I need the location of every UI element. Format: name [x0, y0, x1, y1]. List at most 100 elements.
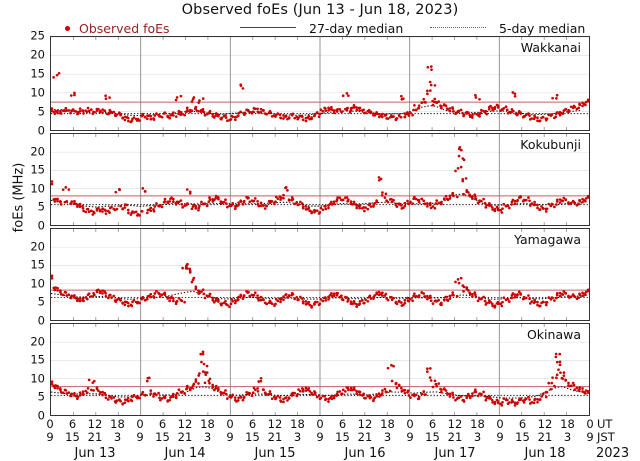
x-tick-ut: 12: [537, 417, 553, 431]
x-tick-ut: 0: [316, 417, 324, 431]
x-tick-jst: 15: [245, 430, 260, 444]
x-tick-jst: 21: [267, 430, 283, 444]
x-tick-jst: 9: [226, 430, 234, 444]
x-axis-day-label: Jun 17: [434, 446, 476, 461]
chart-title: Observed foEs (Jun 13 - Jun 18, 2023): [181, 2, 459, 18]
x-tick-ut: 18: [470, 417, 485, 431]
station-label-kokubunji: Kokubunji: [520, 137, 581, 152]
x-tick-ut: 0: [226, 417, 234, 431]
x-tick-jst: 15: [335, 430, 350, 444]
y-tick-label: 15: [30, 257, 45, 272]
y-tick-label: 10: [30, 371, 45, 386]
x-tick-ut: 18: [560, 417, 575, 431]
station-label-okinawa: Okinawa: [526, 327, 581, 342]
x-tick-ut: 0: [136, 417, 144, 431]
y-tick-label: 5: [37, 389, 45, 404]
x-tick-ut: 6: [68, 417, 77, 431]
x-tick-jst: 21: [87, 430, 103, 444]
x-tick-ut: 12: [87, 417, 103, 431]
y-tick-label: 15: [30, 66, 45, 81]
y-tick-label: 20: [30, 47, 45, 62]
x-tick-jst: 3: [383, 430, 392, 444]
chart-legend: Observed foEs 27-day median 5-day median: [0, 20, 640, 36]
observed-dot-icon: [65, 25, 70, 31]
y-tick-label: 20: [30, 333, 45, 348]
x-tick-jst: 21: [357, 430, 373, 444]
x-tick-ut: 12: [447, 417, 463, 431]
x-tick-ut: 6: [158, 417, 167, 431]
legend-label-median5: 5-day median: [499, 20, 586, 36]
x-axis: UT JST 2023 0 9 6 15 12 21 18 3 0 9 6 15 12 21 18 3 0 9 6 1…: [0, 416, 640, 461]
x-tick-ut: 18: [290, 417, 305, 431]
y-tick-label: 0: [37, 123, 45, 138]
x-tick-ut: 6: [248, 417, 257, 431]
x-tick-ut: 18: [380, 417, 395, 431]
x-axis-unit-ut: UT: [597, 417, 613, 431]
y-tick-label: 15: [30, 162, 45, 177]
x-tick-jst: 3: [293, 430, 302, 444]
x-axis-day-label: Jun 15: [254, 446, 296, 461]
panel-kokubunji: Kokubunji: [50, 133, 590, 226]
legend-item-median27: 27-day median: [240, 20, 403, 36]
x-tick-jst: 9: [46, 430, 54, 444]
x-tick-jst: 3: [563, 430, 572, 444]
legend-item-median5: 5-day median: [430, 20, 585, 36]
y-tick-label: 5: [37, 294, 45, 309]
x-tick-ut: 12: [357, 417, 373, 431]
y-tick-label: 10: [30, 276, 45, 291]
x-tick-jst: 3: [473, 430, 482, 444]
x-tick-ut: 6: [518, 417, 527, 431]
x-axis-day-label: Jun 18: [524, 446, 566, 461]
solid-line-icon: [240, 26, 296, 28]
x-tick-jst: 15: [515, 430, 530, 444]
x-tick-ut: 12: [267, 417, 283, 431]
x-tick-ut: 18: [110, 417, 125, 431]
x-tick-ut: 0: [406, 417, 414, 431]
x-axis-day-label: Jun 16: [344, 446, 386, 461]
x-tick-jst: 9: [406, 430, 414, 444]
y-tick-label: 15: [30, 352, 45, 367]
x-tick-ut: 0: [46, 417, 54, 431]
x-tick-ut: 6: [338, 417, 347, 431]
x-axis-day-label: Jun 13: [74, 446, 116, 461]
y-tick-label: 20: [30, 143, 45, 158]
legend-label-median27: 27-day median: [309, 20, 404, 36]
x-tick-jst: 15: [425, 430, 440, 444]
panel-wakkanai: Wakkanai: [50, 36, 590, 131]
y-tick-label: 0: [37, 408, 45, 423]
x-tick-jst: 9: [586, 430, 594, 444]
legend-item-observed: Observed foEs: [65, 20, 170, 36]
x-tick-ut: 0: [496, 417, 504, 431]
x-axis-year: 2023: [596, 446, 630, 461]
x-tick-ut: 0: [586, 417, 594, 431]
y-tick-label: 10: [30, 85, 45, 100]
x-tick-jst: 15: [65, 430, 80, 444]
dotted-line-icon: [430, 26, 486, 28]
y-tick-label: 20: [30, 238, 45, 253]
y-tick-label: 0: [37, 313, 45, 328]
panel-okinawa: Okinawa: [50, 323, 590, 416]
x-tick-jst: 9: [136, 430, 144, 444]
station-label-yamagawa: Yamagawa: [514, 232, 581, 247]
panel-yamagawa: Yamagawa: [50, 228, 590, 321]
x-tick-jst: 21: [177, 430, 193, 444]
x-tick-jst: 21: [537, 430, 553, 444]
y-tick-label: 0: [37, 218, 45, 233]
y-tick-label: 10: [30, 181, 45, 196]
x-tick-ut: 6: [428, 417, 437, 431]
station-label-wakkanai: Wakkanai: [520, 40, 581, 55]
x-tick-jst: 9: [496, 430, 504, 444]
legend-label-observed: Observed foEs: [79, 20, 170, 36]
x-tick-jst: 21: [447, 430, 463, 444]
y-tick-label: 5: [37, 104, 45, 119]
x-axis-day-label: Jun 14: [164, 446, 206, 461]
x-tick-jst: 15: [155, 430, 170, 444]
x-tick-jst: 3: [113, 430, 122, 444]
x-tick-ut: 18: [200, 417, 215, 431]
x-tick-jst: 3: [203, 430, 212, 444]
x-tick-ut: 12: [177, 417, 193, 431]
y-axis-label: foEs (MHz): [11, 162, 27, 233]
x-axis-unit-jst: JST: [597, 430, 615, 444]
y-tick-label: 25: [30, 28, 45, 43]
x-tick-jst: 9: [316, 430, 324, 444]
